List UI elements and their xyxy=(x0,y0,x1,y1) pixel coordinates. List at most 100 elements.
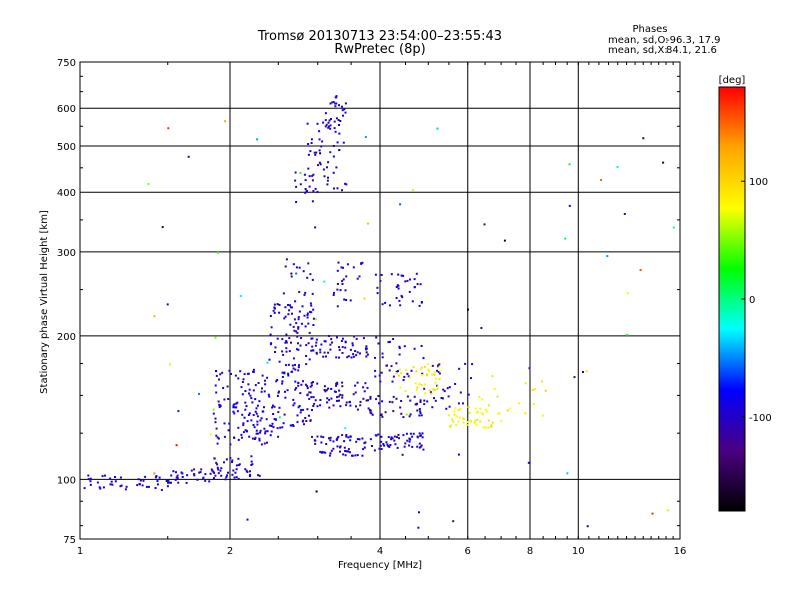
data-point xyxy=(333,120,336,123)
data-point xyxy=(462,417,464,420)
data-point xyxy=(406,395,409,398)
data-point xyxy=(424,392,427,395)
data-point xyxy=(341,189,343,192)
data-point xyxy=(257,382,260,384)
data-point xyxy=(278,311,281,314)
data-point xyxy=(256,138,259,141)
data-point xyxy=(256,404,259,407)
data-point xyxy=(392,395,395,398)
data-point xyxy=(451,418,453,421)
data-point xyxy=(167,479,170,482)
data-point xyxy=(297,382,300,384)
data-point xyxy=(293,318,296,321)
data-point xyxy=(345,404,348,407)
data-point xyxy=(467,393,470,396)
data-point xyxy=(211,469,214,472)
data-point xyxy=(302,270,305,273)
data-point xyxy=(224,478,227,481)
data-point xyxy=(346,450,349,453)
data-point xyxy=(273,303,276,306)
data-point xyxy=(246,471,249,473)
data-point xyxy=(295,185,298,188)
data-point xyxy=(369,395,372,398)
data-point xyxy=(255,429,258,432)
x-tick-label: 2 xyxy=(227,546,233,557)
data-point xyxy=(487,426,490,429)
data-point xyxy=(212,408,215,411)
data-point xyxy=(193,474,196,477)
data-point xyxy=(219,404,222,407)
data-point xyxy=(416,445,419,448)
data-point xyxy=(261,387,263,390)
data-point xyxy=(375,336,378,339)
data-point xyxy=(281,426,284,429)
y-tick-label: 300 xyxy=(57,248,76,259)
data-point xyxy=(315,341,318,344)
data-point xyxy=(174,478,177,481)
data-point xyxy=(497,412,500,415)
data-point xyxy=(341,283,344,285)
data-point xyxy=(252,368,255,371)
data-point xyxy=(89,480,92,483)
data-point xyxy=(271,422,274,425)
data-point xyxy=(109,477,112,480)
data-point xyxy=(474,407,477,410)
data-point xyxy=(391,380,394,383)
data-point xyxy=(255,412,258,415)
data-point xyxy=(114,480,117,483)
data-point xyxy=(452,520,455,523)
data-point xyxy=(315,490,318,493)
data-point xyxy=(639,269,642,272)
data-point xyxy=(365,399,368,402)
colorbar-tick-label: -100 xyxy=(749,413,772,424)
data-point xyxy=(319,351,322,354)
data-point xyxy=(252,424,255,426)
data-point xyxy=(367,222,369,225)
data-point xyxy=(398,347,401,350)
data-point xyxy=(274,418,277,421)
data-point xyxy=(346,263,349,266)
data-point xyxy=(235,468,238,471)
data-point xyxy=(336,399,338,402)
data-point xyxy=(276,303,279,306)
data-point xyxy=(395,397,398,400)
data-point xyxy=(336,187,339,190)
data-point xyxy=(344,182,347,185)
data-point xyxy=(388,445,391,448)
data-point xyxy=(533,403,535,405)
data-point xyxy=(390,273,393,276)
data-point xyxy=(154,476,157,479)
data-point xyxy=(405,413,408,416)
data-point xyxy=(232,469,235,472)
data-point xyxy=(445,407,448,410)
data-point xyxy=(308,331,311,334)
data-point xyxy=(226,385,229,388)
data-point xyxy=(352,355,355,358)
data-point xyxy=(307,143,310,145)
data-point xyxy=(457,402,460,405)
data-point xyxy=(466,421,469,423)
data-point xyxy=(419,434,422,437)
data-point xyxy=(348,401,351,404)
data-point xyxy=(331,341,333,344)
data-point xyxy=(225,476,228,479)
data-point xyxy=(306,189,308,192)
data-point xyxy=(284,265,287,268)
data-point xyxy=(308,185,311,188)
grid xyxy=(80,62,680,539)
data-point xyxy=(433,373,436,376)
data-point xyxy=(269,315,272,317)
data-point xyxy=(408,444,411,447)
data-point xyxy=(423,365,426,368)
data-point xyxy=(318,130,321,133)
data-point xyxy=(509,407,512,410)
data-point xyxy=(309,310,311,313)
data-point xyxy=(380,413,383,416)
data-point xyxy=(348,451,351,454)
data-point xyxy=(314,399,317,402)
data-point xyxy=(398,345,401,348)
data-point xyxy=(332,145,335,147)
data-point xyxy=(244,468,247,471)
data-point xyxy=(387,445,390,448)
data-point xyxy=(307,322,310,325)
